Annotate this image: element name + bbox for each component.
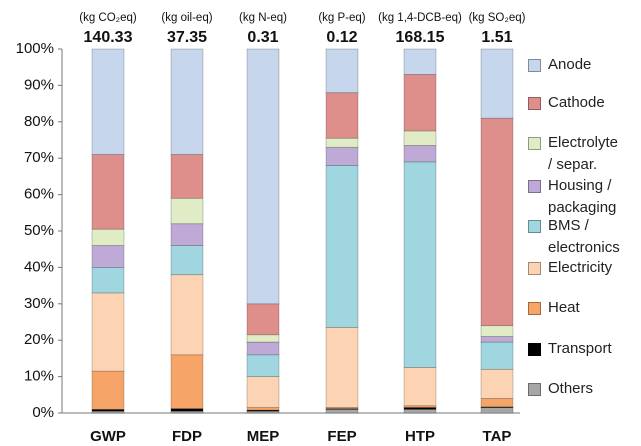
unit-label: (kg oil-eq) (161, 12, 212, 24)
y-tick-label: 40% (24, 258, 54, 275)
bar-segment (403, 367, 437, 407)
legend-swatch (528, 220, 541, 233)
legend-swatch (528, 137, 541, 150)
bar-segment (480, 368, 514, 399)
bar-segment (170, 245, 204, 276)
bar-segment (325, 407, 359, 410)
bar-segment (170, 154, 204, 199)
y-tick-label: 60% (24, 186, 54, 203)
bar-segment (91, 48, 125, 155)
bar-segment (325, 92, 359, 139)
total-label: 37.35 (167, 29, 207, 46)
bar-segment (246, 48, 280, 305)
legend-label: Electrolyte / separ. (548, 134, 619, 173)
bar-segment (325, 327, 359, 408)
legend-swatch (528, 180, 541, 193)
y-tick-label: 30% (24, 295, 54, 312)
legend-label: Anode (548, 56, 592, 73)
y-tick-label: 20% (24, 331, 54, 348)
bar-segment (91, 245, 125, 268)
bar-segment (325, 137, 359, 148)
legend-label: Transport (548, 340, 612, 357)
legend-swatch (528, 383, 541, 396)
bar-segment (170, 48, 204, 155)
bar-segment (480, 407, 514, 414)
bar-segment (403, 408, 437, 414)
bar-segment (170, 197, 204, 225)
bar-segment (480, 325, 514, 337)
x-tick-label: GWP (90, 428, 126, 445)
bar-segment (91, 266, 125, 294)
bar-segment (325, 48, 359, 94)
bar-segment (246, 376, 280, 408)
bar-segment (403, 145, 437, 163)
bar-segment (480, 48, 514, 119)
bar-segment (403, 161, 437, 368)
unit-label: (kg CO₂eq) (79, 12, 137, 24)
unit-label: (kg 1,4-DCB-eq) (378, 12, 462, 24)
legend-swatch (528, 302, 541, 315)
bar-segment (91, 154, 125, 230)
legend-swatch (528, 59, 541, 72)
bar-segment (170, 223, 204, 246)
legend-swatch (528, 97, 541, 110)
total-label: 140.33 (84, 29, 133, 46)
bar-segment (403, 130, 437, 146)
legend-label: Others (548, 380, 594, 397)
bar-segment (91, 228, 125, 246)
total-label: 1.51 (481, 29, 512, 46)
bar-segment (91, 370, 125, 410)
bar-segment (403, 48, 437, 75)
bar-segment (325, 146, 359, 166)
x-tick-label: HTP (405, 428, 435, 445)
bar-segment (246, 334, 280, 343)
legend-swatch (528, 262, 541, 275)
y-tick-label: 100% (16, 40, 54, 57)
bar-segment (246, 303, 280, 336)
bar-segment (170, 274, 204, 356)
y-tick-label: 10% (24, 368, 54, 385)
bar-segment (246, 354, 280, 378)
x-tick-label: FDP (172, 428, 202, 445)
x-tick-label: MEP (247, 428, 280, 445)
y-tick-label: 90% (24, 76, 54, 93)
total-label: 0.31 (247, 29, 278, 46)
total-label: 0.12 (326, 29, 357, 46)
x-tick-label: TAP (483, 428, 512, 445)
unit-label: (kg P-eq) (318, 12, 365, 24)
total-label: 168.15 (396, 29, 445, 46)
y-tick-label: 0% (32, 404, 54, 421)
bar-segment (170, 354, 204, 410)
bar-segment (480, 341, 514, 370)
bar-segment (325, 408, 359, 414)
legend-label: Electricity (548, 259, 613, 276)
unit-label: (kg SO₂eq) (469, 12, 526, 24)
bar-segment (325, 165, 359, 328)
y-tick-label: 70% (24, 149, 54, 166)
legend-label: Cathode (548, 94, 605, 111)
bar-segment (480, 336, 514, 343)
bar-segment (91, 292, 125, 372)
bar-segment (480, 117, 514, 327)
legend-swatch (528, 343, 541, 356)
bar-segment (246, 341, 280, 356)
unit-label: (kg N-eq) (239, 12, 287, 24)
x-tick-label: FEP (327, 428, 356, 445)
bar-segment (403, 74, 437, 132)
legend-label: Heat (548, 299, 580, 316)
legend-label: Housing / packaging (548, 177, 617, 216)
legend-label: BMS / electronics (548, 217, 620, 256)
y-tick-label: 80% (24, 113, 54, 130)
bar-segment (480, 398, 514, 408)
y-tick-label: 50% (24, 222, 54, 239)
